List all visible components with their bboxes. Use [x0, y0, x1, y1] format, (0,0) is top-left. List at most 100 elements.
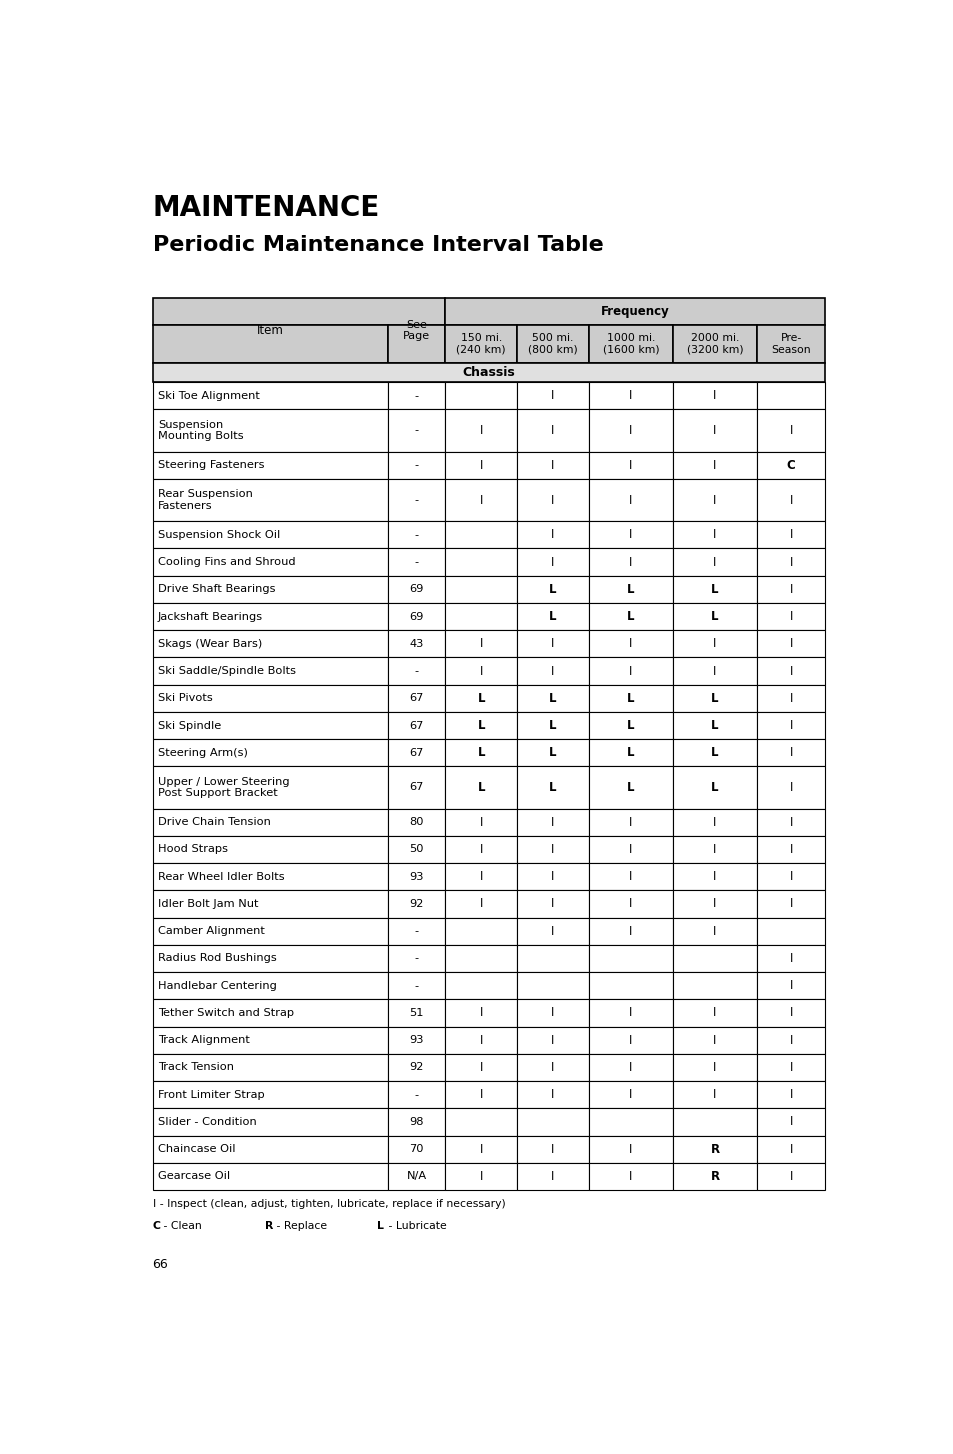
Text: I: I	[713, 493, 716, 506]
Bar	[387, 603, 445, 630]
Bar	[387, 1136, 445, 1163]
Text: I: I	[628, 871, 632, 883]
Text: Hood Straps: Hood Straps	[158, 845, 228, 855]
Bar	[152, 548, 387, 576]
Text: I: I	[628, 1034, 632, 1047]
Text: I: I	[713, 1034, 716, 1047]
Bar	[588, 1136, 672, 1163]
Text: I: I	[713, 1061, 716, 1075]
Bar	[152, 1054, 387, 1082]
Text: Drive Shaft Bearings: Drive Shaft Bearings	[158, 585, 275, 595]
Text: -: -	[415, 557, 418, 567]
Text: I: I	[479, 637, 482, 650]
Bar	[672, 324, 757, 364]
Bar	[387, 685, 445, 712]
Text: I: I	[713, 637, 716, 650]
Text: 500 mi.
(800 km): 500 mi. (800 km)	[528, 333, 578, 355]
Bar	[672, 890, 757, 917]
Text: Drive Chain Tension: Drive Chain Tension	[158, 817, 271, 827]
Text: I: I	[789, 528, 792, 541]
Text: I: I	[551, 816, 554, 829]
Text: L: L	[711, 692, 718, 705]
Bar	[517, 739, 588, 766]
Bar	[672, 1082, 757, 1108]
Bar	[152, 410, 387, 452]
Bar	[672, 478, 757, 521]
Bar	[588, 657, 672, 685]
Bar	[672, 712, 757, 739]
Bar	[517, 1054, 588, 1082]
Bar	[757, 548, 824, 576]
Bar	[672, 685, 757, 712]
Text: I: I	[628, 897, 632, 910]
Text: I: I	[628, 925, 632, 938]
Text: 50: 50	[409, 845, 423, 855]
Bar	[152, 1082, 387, 1108]
Text: Chaincase Oil: Chaincase Oil	[158, 1144, 235, 1154]
Text: L: L	[477, 718, 484, 731]
Text: I: I	[628, 1006, 632, 1019]
Bar	[517, 1082, 588, 1108]
Bar	[517, 808, 588, 836]
Bar	[672, 917, 757, 945]
Bar	[445, 521, 517, 548]
Bar	[152, 452, 387, 478]
Bar	[445, 712, 517, 739]
Text: I: I	[789, 583, 792, 596]
Text: I: I	[789, 1088, 792, 1101]
Bar	[757, 945, 824, 973]
Bar	[672, 945, 757, 973]
Text: 70: 70	[409, 1144, 423, 1154]
Bar	[757, 382, 824, 410]
Text: Steering Arm(s): Steering Arm(s)	[158, 747, 248, 758]
Text: Front Limiter Strap: Front Limiter Strap	[158, 1089, 265, 1099]
Text: I: I	[551, 1170, 554, 1184]
Text: Rear Suspension
Fasteners: Rear Suspension Fasteners	[158, 489, 253, 510]
Bar	[517, 999, 588, 1027]
Bar	[152, 1136, 387, 1163]
Bar	[757, 973, 824, 999]
Text: I: I	[789, 1115, 792, 1128]
Text: I: I	[479, 1034, 482, 1047]
Bar	[152, 298, 445, 324]
Text: Tether Switch and Strap: Tether Switch and Strap	[158, 1008, 294, 1018]
Text: I: I	[551, 425, 554, 438]
Text: L: L	[626, 583, 634, 596]
Bar	[387, 1108, 445, 1136]
Bar	[152, 836, 387, 864]
Bar	[757, 766, 824, 808]
Text: I: I	[789, 1034, 792, 1047]
Text: I: I	[551, 637, 554, 650]
Bar	[445, 298, 824, 324]
Text: Slider - Condition: Slider - Condition	[158, 1117, 256, 1127]
Bar	[517, 657, 588, 685]
Text: R: R	[265, 1221, 274, 1232]
Bar	[588, 1108, 672, 1136]
Text: L: L	[626, 746, 634, 759]
Text: L: L	[711, 583, 718, 596]
Text: I: I	[789, 692, 792, 705]
Bar	[517, 452, 588, 478]
Bar	[588, 1082, 672, 1108]
Bar	[672, 808, 757, 836]
Text: - Clean: - Clean	[160, 1221, 202, 1232]
Bar	[517, 973, 588, 999]
Text: 67: 67	[409, 694, 423, 704]
Text: I: I	[789, 493, 792, 506]
Bar	[517, 382, 588, 410]
Bar	[517, 1108, 588, 1136]
Bar	[588, 1163, 672, 1191]
Bar	[588, 766, 672, 808]
Text: I: I	[713, 925, 716, 938]
Text: I: I	[789, 746, 792, 759]
Bar	[152, 603, 387, 630]
Text: 98: 98	[409, 1117, 423, 1127]
Bar	[757, 657, 824, 685]
Bar	[517, 712, 588, 739]
Text: I: I	[479, 897, 482, 910]
Bar	[152, 382, 387, 410]
Text: I: I	[713, 843, 716, 856]
Text: L: L	[477, 746, 484, 759]
Bar	[152, 364, 824, 382]
Bar	[672, 1136, 757, 1163]
